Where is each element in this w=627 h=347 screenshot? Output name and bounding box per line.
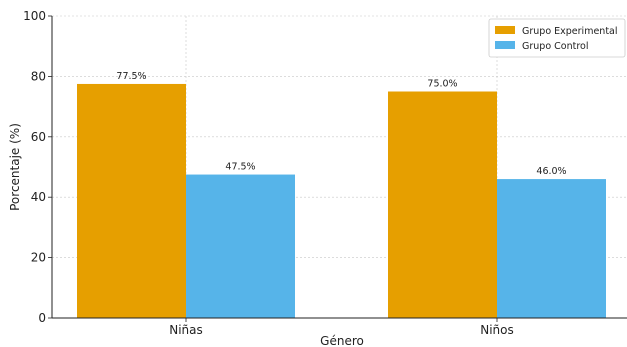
legend-label-control: Grupo Control: [522, 41, 589, 52]
value-labels: 77.5% 75.0% 47.5% 46.0%: [116, 71, 566, 177]
y-tick-label: 60: [31, 130, 46, 144]
bar-control-2: [497, 179, 606, 318]
x-axis-title: Género: [320, 334, 364, 347]
legend: Grupo Experimental Grupo Control: [488, 18, 626, 58]
x-tick-label: Niñas: [169, 323, 203, 337]
legend-frame: [488, 18, 626, 58]
legend-label-experimental: Grupo Experimental: [522, 26, 618, 37]
bars: [77, 83, 606, 318]
x-tick-label: Niños: [480, 323, 514, 337]
y-tick-label: 80: [31, 69, 46, 83]
tick-labels: 0 20 40 60 80 100 Niñas Niños: [23, 9, 514, 337]
bar-experimental-2: [388, 91, 497, 318]
legend-swatch-experimental: [495, 26, 515, 34]
bar-value-label: 46.0%: [536, 166, 566, 177]
y-axis-title: Porcentaje (%): [8, 123, 22, 211]
y-tick-label: 40: [31, 190, 46, 204]
bar-value-label: 75.0%: [427, 79, 457, 90]
legend-swatch-control: [495, 41, 515, 49]
bar-experimental-1: [77, 83, 186, 318]
axes: [48, 15, 627, 322]
bar-value-label: 47.5%: [225, 162, 255, 173]
bar-control-1: [186, 174, 295, 318]
y-tick-label: 20: [31, 251, 46, 265]
y-tick-label: 0: [38, 311, 46, 325]
y-tick-label: 100: [23, 9, 46, 23]
bar-value-label: 77.5%: [116, 71, 146, 82]
